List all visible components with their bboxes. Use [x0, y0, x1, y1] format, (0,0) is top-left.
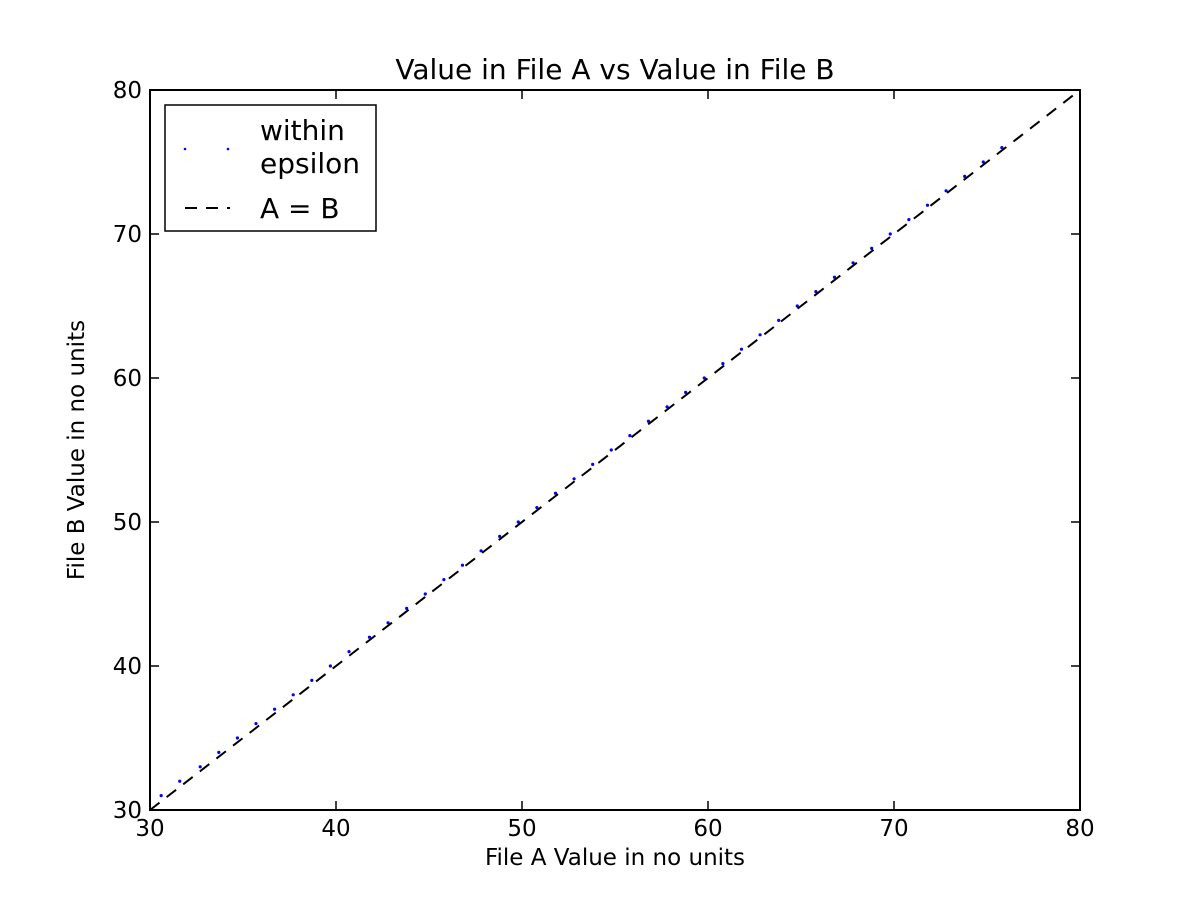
- data-point-within-epsilon: [178, 779, 182, 783]
- x-tick-label: 30: [135, 816, 164, 842]
- data-point-within-epsilon: [460, 563, 465, 567]
- legend-label-within-epsilon: within epsilon: [260, 114, 360, 180]
- data-point-within-epsilon: [963, 174, 967, 178]
- data-point-within-epsilon: [498, 534, 502, 539]
- plot-area-frame: [149, 89, 1081, 811]
- data-point-within-epsilon: [310, 678, 314, 683]
- data-point-within-epsilon: [217, 750, 221, 755]
- data-point-within-epsilon: [553, 491, 558, 495]
- data-point-within-epsilon: [367, 635, 372, 639]
- y-tick-label: 30: [113, 798, 142, 824]
- chart-legend: within epsilon A = B: [164, 104, 377, 232]
- data-point-within-epsilon: [832, 275, 837, 279]
- legend-label-line: within: [260, 114, 345, 147]
- legend-marker-point: [183, 147, 187, 151]
- data-point-within-epsilon: [646, 419, 651, 423]
- data-point-within-epsilon: [870, 246, 874, 250]
- y-tick-label: 60: [113, 366, 142, 392]
- data-point-within-epsilon: [684, 390, 688, 394]
- data-point-within-epsilon: [405, 606, 409, 611]
- data-point-within-epsilon: [851, 261, 855, 265]
- x-tick-label: 40: [321, 816, 350, 842]
- data-point-within-epsilon: [758, 333, 762, 337]
- legend-label-a-equals-b: A = B: [260, 192, 340, 225]
- data-point-within-epsilon: [386, 621, 390, 625]
- data-point-within-epsilon: [888, 232, 892, 236]
- series-line-a-equals-b: [149, 89, 1081, 811]
- chart-title: Value in File A vs Value in File B: [395, 53, 834, 86]
- y-tick-label: 50: [113, 510, 142, 536]
- legend-box: [164, 104, 377, 232]
- data-point-within-epsilon: [702, 376, 706, 380]
- legend-entry-within-epsilon: within epsilon: [183, 114, 360, 180]
- data-point-within-epsilon: [721, 362, 725, 366]
- data-point-within-epsilon: [442, 578, 446, 582]
- data-point-within-epsilon: [814, 290, 818, 294]
- axis-ticks: 30 40 50 60 70 80 30 40 50 60 70 80: [113, 78, 1095, 842]
- data-point-within-epsilon: [254, 722, 258, 726]
- data-point-within-epsilon: [235, 736, 240, 740]
- legend-label-line: epsilon: [260, 147, 360, 180]
- data-point-within-epsilon: [628, 434, 632, 438]
- data-point-within-epsilon: [159, 794, 163, 798]
- legend-marker-point: [226, 147, 230, 151]
- data-point-within-epsilon: [609, 448, 613, 452]
- series-layer: [149, 89, 1081, 811]
- x-tick-label: 70: [879, 816, 908, 842]
- legend-entry-a-equals-b: A = B: [185, 192, 340, 225]
- data-point-within-epsilon: [944, 189, 948, 193]
- y-axis-label: File B Value in no units: [64, 320, 90, 580]
- data-point-within-epsilon: [925, 203, 930, 207]
- y-tick-label: 70: [113, 222, 142, 248]
- data-point-within-epsilon: [1000, 146, 1004, 150]
- data-point-within-epsilon: [273, 707, 277, 711]
- y-tick-label: 80: [113, 78, 142, 104]
- x-tick-label: 80: [1065, 816, 1094, 842]
- x-axis-label: File A Value in no units: [485, 845, 745, 871]
- y-tick-label: 40: [113, 654, 142, 680]
- data-point-within-epsilon: [328, 664, 333, 668]
- data-point-within-epsilon: [795, 304, 799, 308]
- data-point-within-epsilon: [423, 592, 427, 596]
- data-point-within-epsilon: [535, 506, 539, 510]
- data-point-within-epsilon: [198, 765, 202, 769]
- data-point-within-epsilon: [739, 347, 744, 351]
- data-point-within-epsilon: [516, 520, 520, 524]
- data-point-within-epsilon: [479, 549, 483, 553]
- data-point-within-epsilon: [347, 650, 351, 654]
- data-point-within-epsilon: [981, 160, 985, 164]
- data-point-within-epsilon: [291, 693, 295, 697]
- data-point-within-epsilon: [777, 318, 781, 322]
- data-point-within-epsilon: [591, 462, 595, 466]
- x-tick-label: 50: [507, 816, 536, 842]
- data-point-within-epsilon: [572, 477, 576, 481]
- data-point-within-epsilon: [907, 218, 911, 222]
- x-tick-label: 60: [693, 816, 722, 842]
- data-point-within-epsilon: [665, 405, 669, 409]
